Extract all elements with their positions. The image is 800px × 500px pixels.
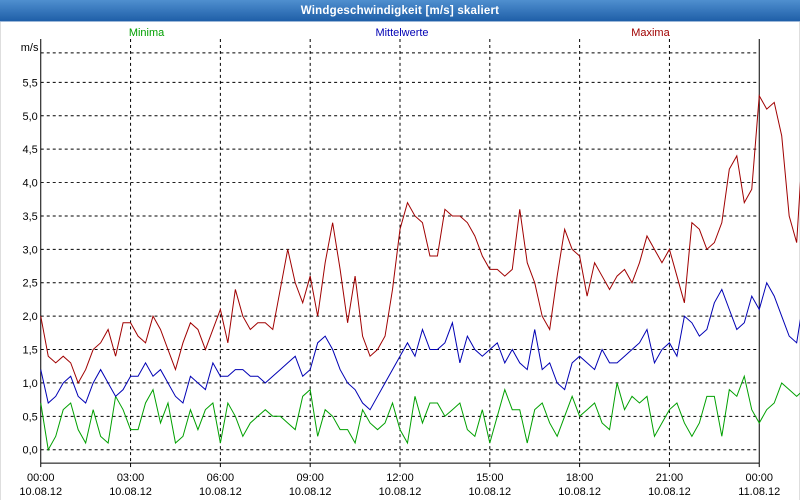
x-tick-date: 10.08.12 (289, 486, 332, 498)
x-tick-date: 10.08.12 (109, 486, 152, 498)
grid (40, 38, 760, 464)
y-tick-label: 2,0 (23, 311, 38, 323)
x-tick-date: 10.08.12 (19, 486, 62, 498)
x-tick-date: 10.08.12 (468, 486, 511, 498)
x-tick-date: 11.08.12 (738, 486, 780, 498)
y-tick-label: 3,0 (23, 244, 38, 256)
x-tick-time: 18:00 (566, 472, 593, 484)
x-tick-date: 10.08.12 (558, 486, 601, 498)
x-tick-time: 21:00 (656, 472, 683, 484)
series-line-mittelwerte (40, 281, 800, 411)
y-tick-label: 5,0 (23, 111, 38, 123)
x-tick-time: 03:00 (117, 472, 144, 484)
x-tick-date: 10.08.12 (379, 486, 422, 498)
x-tick-time: 15:00 (476, 472, 503, 484)
x-tick-time: 09:00 (296, 472, 323, 484)
y-tick-label: 1,5 (23, 345, 38, 357)
legend-label-maxima: Maxima (631, 27, 670, 39)
series-lines (40, 94, 800, 452)
y-tick-label: 1,0 (23, 378, 38, 390)
x-tick-date: 10.08.12 (648, 486, 691, 498)
y-axis-label: m/s (21, 42, 39, 54)
x-tick-time: 12:00 (386, 472, 413, 484)
x-tick-time: 00:00 (27, 472, 54, 484)
chart-title: Windgeschwindigkeit [m/s] skaliert (0, 0, 800, 21)
y-tick-label: 5,5 (23, 77, 38, 89)
legend: Minima Mittelwerte Maxima (129, 27, 671, 39)
y-tick-label: 3,5 (23, 211, 38, 223)
y-tick-label: 4,0 (23, 178, 38, 190)
legend-label-mittelwerte: Mittelwerte (375, 27, 428, 39)
chart-area: 0,0 0,5 1,0 1,5 2,0 2,5 3,0 3,5 4,0 4,5 5,0 5,5 00:0… (0, 21, 800, 500)
x-tick-time: 06:00 (207, 472, 234, 484)
axes: 0,0 0,5 1,0 1,5 2,0 2,5 3,0 3,5 4,0 4,5 5,0 5,5 00:0… (19, 38, 780, 498)
y-tick-label: 4,5 (23, 144, 38, 156)
y-tick-label: 2,5 (23, 278, 38, 290)
series-line-minima (40, 374, 800, 452)
y-tick-label: 0,5 (23, 411, 38, 423)
x-tick-time: 00:00 (746, 472, 773, 484)
y-tick-label: 0,0 (23, 445, 38, 457)
legend-label-minima: Minima (129, 27, 165, 39)
x-tick-date: 10.08.12 (199, 486, 242, 498)
series-line-maxima (40, 94, 800, 385)
